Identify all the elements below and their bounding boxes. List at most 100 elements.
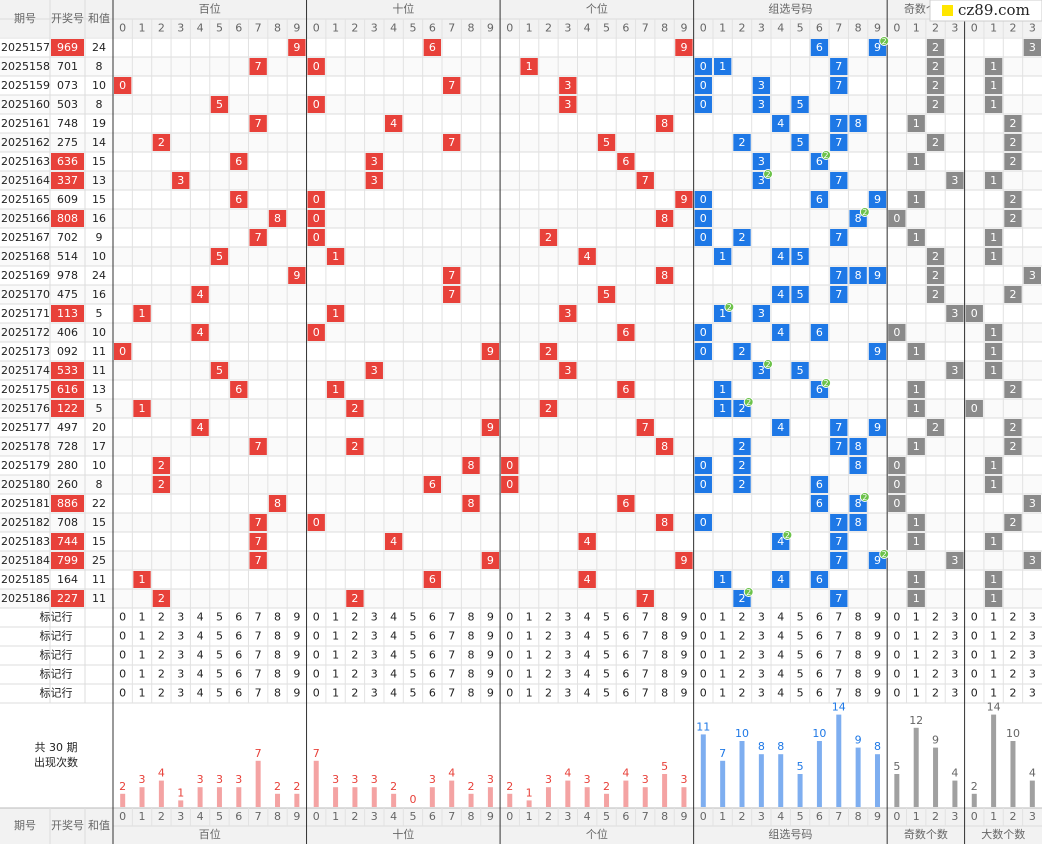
marker-digit: 7 <box>448 668 455 681</box>
column-digit: 5 <box>216 22 223 35</box>
column-digit: 6 <box>816 810 823 823</box>
number-cell <box>984 457 1003 474</box>
cell-digit: 1 <box>990 250 997 263</box>
cell-digit: 5 <box>603 136 610 149</box>
cell-digit: 2 <box>932 41 939 54</box>
count-label: 8 <box>777 740 784 753</box>
number-cell <box>694 58 712 75</box>
number-cell <box>888 476 906 493</box>
count-bar <box>797 774 803 807</box>
column-digit: 6 <box>429 810 436 823</box>
marker-digit: 1 <box>719 668 726 681</box>
cell-digit: 2 <box>158 478 165 491</box>
column-digit: 8 <box>661 22 668 35</box>
cell-digit: 7 <box>835 440 842 453</box>
count-bar <box>216 787 222 807</box>
marker-label: 标记行 <box>40 686 73 700</box>
repeat-badge-text: 2 <box>882 550 887 559</box>
count-bar <box>352 787 358 807</box>
number-cell <box>830 286 848 303</box>
marker-digit: 0 <box>700 630 707 643</box>
column-digit: 8 <box>855 810 862 823</box>
marker-digit: 4 <box>197 687 204 700</box>
number-cell <box>559 362 577 379</box>
count-bar <box>255 760 261 807</box>
number-cell <box>907 400 925 417</box>
row-bg <box>0 361 1042 380</box>
group-title: 百位 <box>199 2 221 16</box>
count-label: 2 <box>603 780 610 793</box>
count-label: 11 <box>696 720 710 733</box>
marker-digit: 4 <box>390 611 397 624</box>
cell-digit: 1 <box>990 79 997 92</box>
number-cell <box>288 39 306 56</box>
marker-digit: 2 <box>1009 668 1016 681</box>
cell-digit: 9 <box>874 421 881 434</box>
number-cell <box>830 533 848 550</box>
marker-digit: 6 <box>816 630 823 643</box>
marker-digit: 6 <box>622 630 629 643</box>
count-bar <box>739 741 745 807</box>
marker-digit: 2 <box>932 611 939 624</box>
number-cell <box>230 191 248 208</box>
marker-digit: 6 <box>235 668 242 681</box>
column-digit: 5 <box>797 22 804 35</box>
marker-digit: 7 <box>448 649 455 662</box>
number-cell <box>346 438 364 455</box>
cell-digit: 7 <box>835 288 842 301</box>
marker-digit: 1 <box>990 649 997 662</box>
marker-digit: 3 <box>758 687 765 700</box>
marker-digit: 1 <box>719 687 726 700</box>
cell-digit: 7 <box>835 592 842 605</box>
cell-digit: 2 <box>739 231 746 244</box>
cell-digit: 7 <box>255 440 262 453</box>
cell-digit: 3 <box>371 174 378 187</box>
sum-value: 20 <box>92 421 106 434</box>
repeat-badge <box>879 549 890 559</box>
column-digit: 9 <box>487 22 494 35</box>
count-bar <box>139 787 145 807</box>
marker-digit: 3 <box>371 630 378 643</box>
marker-digit: 1 <box>332 649 339 662</box>
number-cell <box>655 267 674 284</box>
number-cell <box>907 514 925 531</box>
repeat-badge-text: 2 <box>746 398 751 407</box>
cell-digit: 6 <box>816 155 823 168</box>
group-title: 奇数个数 <box>904 828 948 841</box>
number-cell <box>830 58 848 75</box>
count-label: 3 <box>216 773 223 786</box>
count-label: 14 <box>987 701 1001 714</box>
marker-digit: 0 <box>506 649 513 662</box>
marker-digit: 5 <box>409 668 416 681</box>
count-bar <box>855 747 861 807</box>
number-cell <box>984 476 1003 493</box>
issue: 2025186 <box>1 592 50 605</box>
number-cell <box>133 400 151 417</box>
cell-digit: 7 <box>255 535 262 548</box>
count-label: 2 <box>390 780 397 793</box>
number-cell <box>926 39 945 56</box>
marker-digit: 0 <box>506 687 513 700</box>
number-cell <box>849 457 867 474</box>
draw-number: 092 <box>57 345 78 358</box>
cell-digit: 9 <box>293 269 300 282</box>
marker-digit: 5 <box>797 649 804 662</box>
number-cell <box>772 324 790 341</box>
repeat-badge <box>763 359 774 369</box>
column-digit: 9 <box>680 22 687 35</box>
number-cell <box>1004 153 1022 170</box>
count-bar <box>565 780 571 807</box>
number-cell <box>752 305 771 322</box>
number-cell <box>694 476 712 493</box>
number-cell <box>443 286 461 303</box>
repeat-badge-text: 2 <box>824 151 829 160</box>
column-digit: 4 <box>197 22 204 35</box>
marker-digit: 3 <box>758 649 765 662</box>
marker-digit: 7 <box>835 668 842 681</box>
number-cell <box>907 571 925 588</box>
number-cell <box>114 77 132 94</box>
marker-digit: 0 <box>893 611 900 624</box>
number-cell <box>1004 115 1022 132</box>
marker-digit: 9 <box>680 668 687 681</box>
repeat-badge-text: 2 <box>862 208 867 217</box>
